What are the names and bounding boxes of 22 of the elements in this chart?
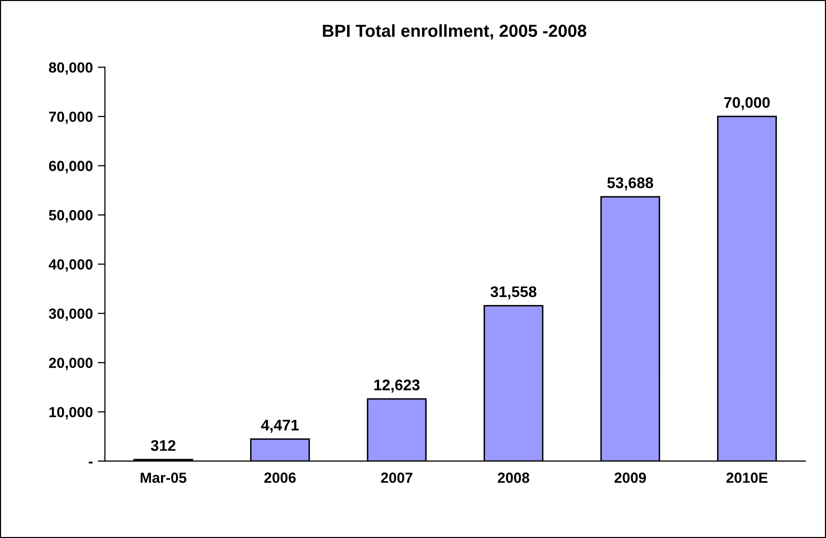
data-label: 31,558 [490, 286, 536, 300]
x-tick-label: 2009 [614, 472, 646, 483]
y-tick-label: 10,000 [49, 406, 93, 420]
y-tick-label: 80,000 [48, 62, 93, 75]
data-label: 12,623 [374, 380, 420, 393]
data-label: 70,000 [724, 97, 770, 110]
x-tick-label: 2008 [498, 472, 530, 483]
y-tick-label: 60,000 [49, 160, 93, 174]
x-tick-label: 2010E [726, 472, 768, 483]
chart-title: BPI Total enrollment, 2005 -2008 [322, 24, 586, 40]
x-tick-label: 2007 [381, 472, 412, 483]
y-tick-label: 20,000 [49, 358, 93, 370]
data-label: 53,688 [607, 177, 654, 190]
data-label: 4,471 [261, 420, 299, 433]
y-tick-label: 70,000 [49, 112, 93, 124]
x-tick-label: 2006 [264, 472, 296, 483]
y-tick-label: 30,000 [48, 308, 93, 321]
y-tick-label: - [88, 462, 93, 464]
data-label: 312 [150, 440, 176, 451]
x-tick-label: Mar-05 [140, 472, 186, 483]
y-tick-label: 40,000 [48, 259, 93, 272]
y-tick-label: 50,000 [48, 210, 93, 222]
